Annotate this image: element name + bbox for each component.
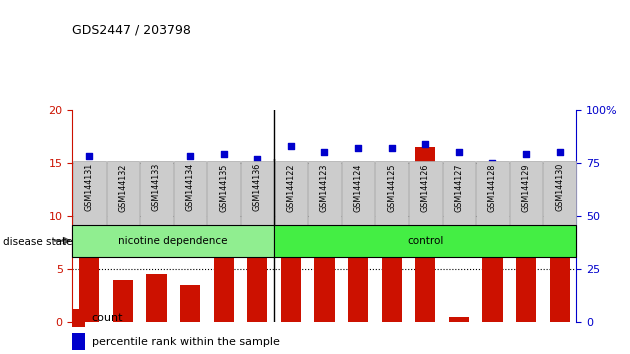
Bar (113, 280, 133, 322)
Point (488, 160, 498, 166)
FancyBboxPatch shape (275, 161, 307, 225)
Text: count: count (91, 313, 123, 323)
Bar (180, 285, 200, 322)
Point (387, 145, 397, 151)
Text: GSM144128: GSM144128 (488, 163, 497, 212)
Point (252, 156, 262, 161)
Text: GSM144123: GSM144123 (320, 163, 329, 212)
Text: GSM144131: GSM144131 (85, 163, 94, 211)
FancyBboxPatch shape (207, 161, 240, 225)
FancyBboxPatch shape (442, 161, 475, 225)
Text: GSM144136: GSM144136 (253, 163, 261, 211)
FancyBboxPatch shape (274, 225, 576, 257)
Bar (247, 235, 267, 322)
FancyBboxPatch shape (510, 161, 542, 225)
Point (118, 171, 128, 176)
Text: nicotine dependence: nicotine dependence (118, 236, 228, 246)
Bar (348, 179, 368, 322)
Bar (382, 176, 402, 322)
Bar (415, 147, 435, 322)
FancyBboxPatch shape (476, 161, 509, 225)
Point (420, 141, 430, 147)
Text: control: control (407, 236, 444, 246)
Point (554, 149, 564, 155)
Point (286, 143, 296, 149)
FancyBboxPatch shape (72, 225, 274, 257)
Text: disease state: disease state (3, 238, 72, 247)
Bar (281, 179, 301, 322)
Bar (516, 258, 536, 322)
Text: GDS2447 / 203798: GDS2447 / 203798 (72, 23, 192, 36)
FancyBboxPatch shape (241, 161, 273, 225)
Point (454, 149, 464, 155)
Text: GSM144129: GSM144129 (522, 163, 530, 212)
Text: GSM144125: GSM144125 (387, 163, 396, 212)
Bar (146, 274, 166, 322)
Bar (79, 237, 100, 322)
Bar (549, 230, 570, 322)
Text: GSM144122: GSM144122 (287, 163, 295, 212)
Text: GSM144126: GSM144126 (421, 163, 430, 212)
Text: percentile rank within the sample: percentile rank within the sample (91, 337, 280, 347)
Point (353, 145, 363, 151)
Bar (314, 221, 335, 322)
Point (185, 154, 195, 159)
FancyBboxPatch shape (140, 161, 173, 225)
Text: GSM144124: GSM144124 (353, 163, 362, 212)
Point (151, 177, 161, 183)
Bar (72, 333, 85, 350)
FancyBboxPatch shape (375, 161, 408, 225)
FancyBboxPatch shape (341, 161, 374, 225)
FancyBboxPatch shape (409, 161, 442, 225)
Bar (483, 224, 503, 322)
FancyBboxPatch shape (543, 161, 576, 225)
FancyBboxPatch shape (174, 161, 207, 225)
Text: GSM144135: GSM144135 (219, 163, 228, 212)
Bar (214, 227, 234, 322)
Text: GSM144127: GSM144127 (454, 163, 463, 212)
Point (219, 152, 229, 157)
Text: GSM144130: GSM144130 (555, 163, 564, 211)
FancyBboxPatch shape (308, 161, 341, 225)
Bar (72, 309, 85, 327)
Text: GSM144132: GSM144132 (118, 163, 127, 212)
Bar (449, 317, 469, 322)
Point (319, 149, 329, 155)
FancyBboxPatch shape (73, 161, 106, 225)
Text: GSM144134: GSM144134 (186, 163, 195, 211)
Point (521, 152, 531, 157)
Text: GSM144133: GSM144133 (152, 163, 161, 211)
Point (84, 154, 94, 159)
FancyBboxPatch shape (106, 161, 139, 225)
